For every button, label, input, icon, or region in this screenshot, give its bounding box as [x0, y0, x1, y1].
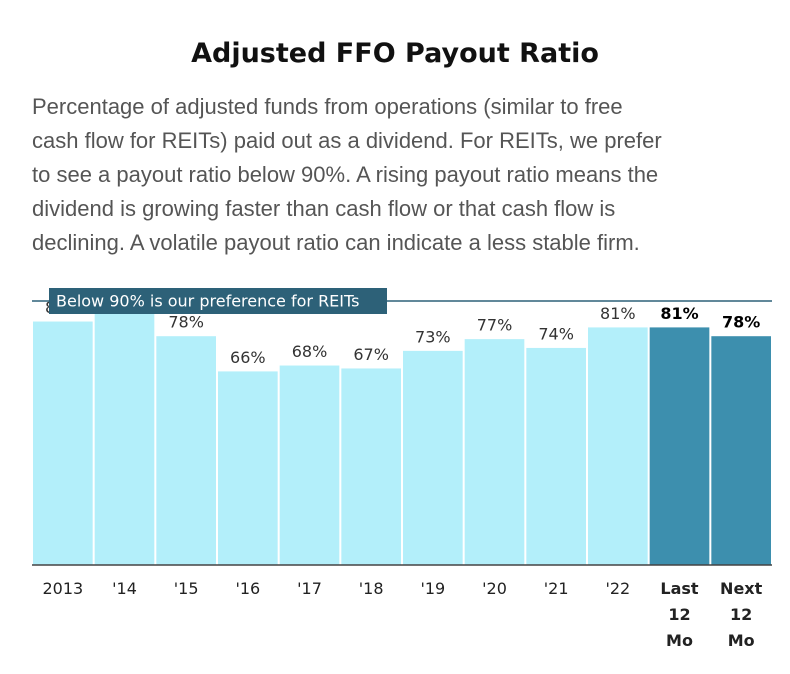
- x-tick-label: '14: [112, 579, 137, 598]
- x-tick-label: '22: [605, 579, 630, 598]
- bar: [156, 336, 216, 565]
- annotation-box: [49, 288, 387, 314]
- bar: [649, 327, 710, 565]
- description-line: declining. A volatile payout ratio can i…: [32, 230, 640, 255]
- annotation-text: Below 90% is our preference for REITs: [56, 292, 359, 311]
- x-tick-label: '16: [235, 579, 260, 598]
- value-label: 68%: [292, 342, 328, 361]
- description-line: cash flow for REITs) paid out as a divid…: [32, 128, 662, 153]
- value-label: 77%: [477, 316, 513, 335]
- bar: [279, 365, 340, 565]
- bar: [588, 327, 648, 565]
- bar: [526, 347, 586, 565]
- x-tick-label: '20: [482, 579, 507, 598]
- bar: [341, 368, 401, 565]
- bar: [218, 371, 278, 565]
- description-line: Percentage of adjusted funds from operat…: [32, 94, 623, 119]
- x-tick-label: Next 12 Mo: [720, 579, 763, 650]
- x-tick-label: '19: [420, 579, 445, 598]
- x-tick-label: 2013: [42, 579, 83, 598]
- x-tick-label: Last 12 Mo: [660, 579, 699, 650]
- bar: [403, 350, 463, 565]
- value-label: 81%: [600, 304, 636, 323]
- description: Percentage of adjusted funds from operat…: [32, 90, 782, 260]
- value-label: 78%: [168, 313, 204, 332]
- value-label: 78%: [722, 313, 760, 332]
- bar: [33, 321, 93, 565]
- value-label: 81%: [660, 304, 698, 323]
- value-label: 73%: [415, 327, 451, 346]
- value-label: 74%: [538, 324, 574, 343]
- description-line: dividend is growing faster than cash flo…: [32, 196, 616, 221]
- value-label: 67%: [353, 345, 389, 364]
- x-tick-label: '21: [544, 579, 569, 598]
- x-tick-label: '15: [174, 579, 199, 598]
- x-tick-label: '18: [359, 579, 384, 598]
- value-label: 66%: [230, 348, 266, 367]
- chart-title: Adjusted FFO Payout Ratio: [191, 38, 599, 69]
- bar: [711, 336, 771, 565]
- description-line: to see a payout ratio below 90%. A risin…: [32, 162, 659, 187]
- x-tick-label: '17: [297, 579, 322, 598]
- bar: [464, 339, 525, 565]
- bar: [94, 312, 155, 565]
